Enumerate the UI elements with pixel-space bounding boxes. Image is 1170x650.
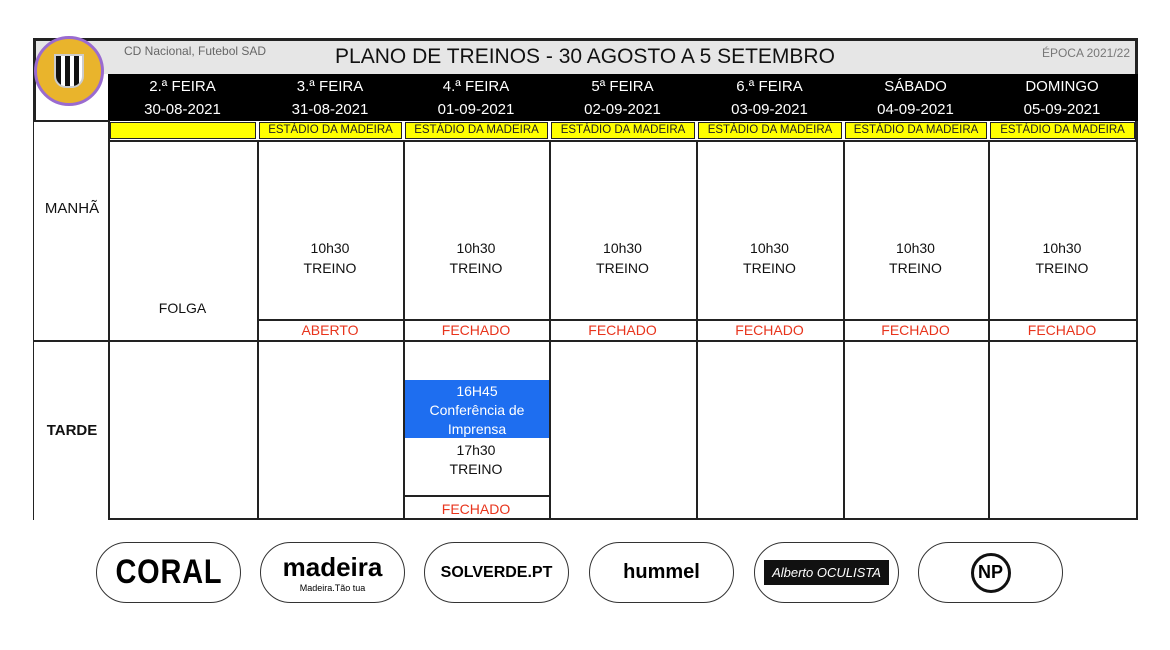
sponsor-logo: madeira Madeira.Tão tua (260, 542, 405, 603)
session-status: FECHADO (735, 322, 804, 338)
session-time: 10h30 (603, 240, 642, 256)
afternoon-cell (696, 340, 845, 520)
venue-label (110, 122, 256, 139)
session-status: FECHADO (588, 322, 657, 338)
session-time: 10h30 (456, 240, 496, 256)
morning-label-cell (34, 120, 110, 342)
day-name: 2.ª FEIRA (149, 78, 216, 95)
club-logo (34, 36, 104, 106)
session-activity: TREINO (596, 260, 649, 276)
day-name: 6.ª FEIRA (736, 78, 803, 95)
day-date: 31-08-2021 (291, 101, 369, 118)
venue-label: ESTÁDIO DA MADEIRA (845, 122, 987, 139)
session-time: 10h30 (896, 240, 935, 256)
sponsor-name: Alberto OCULISTA (764, 560, 889, 585)
day-date: 01-09-2021 (437, 101, 515, 118)
divider (403, 319, 551, 321)
sponsor-name: madeira (282, 552, 383, 582)
morning-cell (549, 140, 698, 342)
morning-cell (843, 140, 990, 342)
sponsor-name: NP (970, 552, 1011, 593)
day-name: 4.ª FEIRA (442, 78, 510, 95)
sponsor-name: CORAL (114, 553, 222, 591)
session-activity: TREINO (449, 461, 503, 477)
sponsor-logo: CORAL (96, 542, 241, 603)
sponsor-logo: SOLVERDE.PT (424, 542, 569, 603)
sponsor-name: SOLVERDE.PT (440, 563, 553, 581)
morning-cell (988, 140, 1138, 342)
session-activity: TREINO (1035, 260, 1089, 276)
day-header-band (108, 74, 1138, 121)
afternoon-label: TARDE (46, 422, 98, 439)
sponsor-name: hummel (623, 561, 700, 583)
session-time: 17h30 (456, 442, 496, 458)
session-status: FECHADO (1027, 322, 1097, 338)
day-date: 05-09-2021 (1023, 101, 1101, 118)
afternoon-cell (549, 340, 698, 520)
day-date: 03-09-2021 (731, 101, 808, 118)
divider (257, 319, 405, 321)
divider (988, 319, 1138, 321)
divider (843, 319, 990, 321)
session-activity: TREINO (303, 260, 357, 276)
sponsor-logo: NP (918, 542, 1063, 603)
venue-label: ESTÁDIO DA MADEIRA (551, 122, 695, 139)
press-conference-event: 16H45 Conferência de Imprensa (405, 380, 549, 438)
day-date: 30-08-2021 (144, 101, 221, 118)
venue-label: ESTÁDIO DA MADEIRA (698, 122, 842, 139)
morning-cell (257, 140, 405, 342)
divider (549, 319, 698, 321)
season-label: ÉPOCA 2021/22 (1041, 46, 1130, 60)
session-activity: TREINO (449, 260, 503, 276)
divider (696, 319, 845, 321)
day-date: 02-09-2021 (584, 101, 661, 118)
venue-label: ESTÁDIO DA MADEIRA (259, 122, 402, 139)
session-status: FECHADO (441, 501, 511, 517)
morning-label: MANHÃ (44, 200, 100, 217)
afternoon-cell (257, 340, 405, 520)
day-name: 3.ª FEIRA (296, 78, 364, 95)
divider (403, 495, 551, 497)
session-status: ABERTO (301, 322, 359, 338)
session-status: FECHADO (441, 322, 511, 338)
shield-icon (54, 54, 84, 88)
morning-cell (403, 140, 551, 342)
day-name: SÁBADO (884, 78, 947, 95)
sponsor-logo: hummel (589, 542, 734, 603)
day-name: 5ª FEIRA (591, 78, 654, 95)
afternoon-cell (843, 340, 990, 520)
sponsor-logo: Alberto OCULISTA (754, 542, 899, 603)
rest-day-label: FOLGA (158, 300, 207, 316)
afternoon-cell (108, 340, 259, 520)
title-bar (36, 41, 1135, 74)
afternoon-cell (988, 340, 1138, 520)
venue-label: ESTÁDIO DA MADEIRA (405, 122, 548, 139)
venue-label: ESTÁDIO DA MADEIRA (990, 122, 1135, 139)
club-name: CD Nacional, Futebol SAD (124, 44, 267, 58)
session-time: 10h30 (1042, 240, 1082, 256)
event-time: 16H45 (456, 383, 498, 399)
session-time: 10h30 (310, 240, 350, 256)
page-title: PLANO DE TREINOS - 30 AGOSTO A 5 SETEMBR… (335, 45, 835, 68)
day-name: DOMINGO (1025, 78, 1099, 95)
session-activity: TREINO (743, 260, 796, 276)
session-activity: TREINO (889, 260, 942, 276)
day-date: 04-09-2021 (877, 101, 954, 118)
session-status: FECHADO (881, 322, 950, 338)
session-time: 10h30 (750, 240, 789, 256)
event-name: Conferência de Imprensa (429, 402, 525, 437)
sponsor-tagline: Madeira.Tão tua (299, 583, 366, 593)
